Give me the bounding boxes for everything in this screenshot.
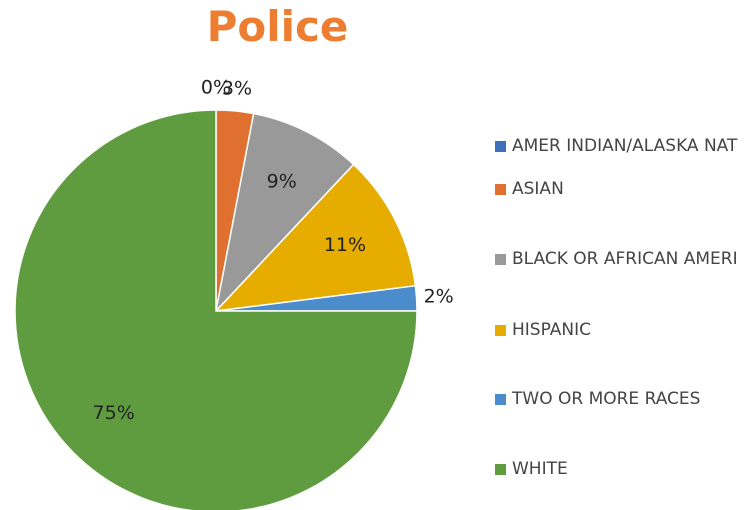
legend-swatch bbox=[495, 254, 506, 265]
chart-title: Police bbox=[206, 2, 349, 51]
data-label: 2% bbox=[424, 285, 454, 307]
data-label: 75% bbox=[93, 402, 135, 424]
legend-label: ASIAN bbox=[512, 179, 564, 199]
legend-swatch bbox=[495, 141, 506, 152]
data-label: 11% bbox=[324, 234, 366, 256]
data-label: 9% bbox=[267, 171, 297, 193]
legend-swatch bbox=[495, 464, 506, 475]
legend-label: WHITE bbox=[512, 459, 568, 479]
legend-swatch bbox=[495, 184, 506, 195]
legend-swatch bbox=[495, 394, 506, 405]
legend-label: TWO OR MORE RACES bbox=[512, 389, 701, 409]
pie-slice bbox=[14, 109, 418, 510]
pie-slice bbox=[214, 112, 355, 314]
pie-slice bbox=[214, 163, 417, 313]
legend-label: AMER INDIAN/ALASKA NAT bbox=[512, 136, 738, 156]
legend-label: BLACK OR AFRICAN AMERI bbox=[512, 249, 738, 269]
data-label: 3% bbox=[222, 77, 252, 99]
legend-swatch bbox=[495, 325, 506, 336]
legend-label: HISPANIC bbox=[512, 320, 591, 340]
data-label: 0% bbox=[201, 76, 231, 98]
